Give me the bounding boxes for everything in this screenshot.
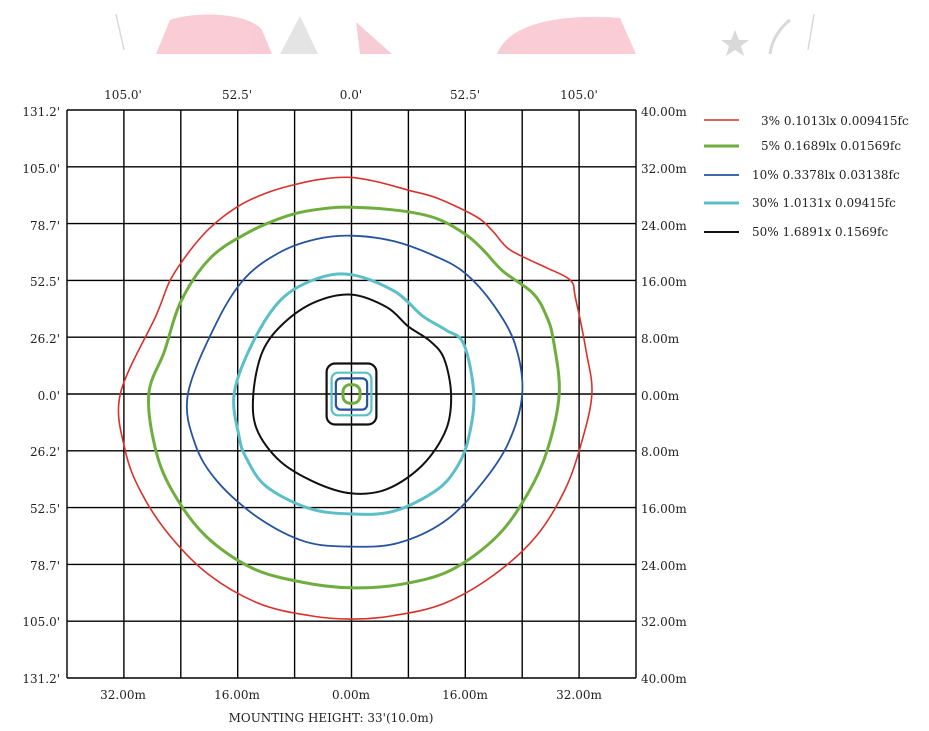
left-tick-label: 78.7': [30, 559, 60, 573]
center-contour-loop: [341, 383, 362, 405]
bottom-axis-labels: 32.00m 16.00m 0.00m 16.00m 32.00m MOUNTI…: [100, 688, 602, 725]
contour-line: [185, 234, 524, 548]
left-tick-label: 131.2': [22, 105, 60, 119]
contour-lines: [117, 176, 593, 620]
left-tick-label: 131.2': [22, 672, 60, 686]
top-tick-label: 0.0': [340, 88, 362, 102]
watermark-shape-right: [497, 16, 636, 54]
contour-line: [117, 176, 593, 620]
left-tick-label: 52.5': [30, 502, 60, 516]
top-tick-label: 105.0': [560, 88, 598, 102]
bottom-tick-label: 32.00m: [556, 688, 602, 702]
right-tick-label: 8.00m: [641, 445, 680, 459]
left-tick-label: 0.0': [38, 389, 60, 403]
left-tick-label: 52.5': [30, 275, 60, 289]
watermark-leaf-icon: [768, 18, 791, 55]
right-tick-label: 24.00m: [641, 559, 687, 573]
top-tick-label: 52.5': [222, 88, 252, 102]
left-tick-label: 105.0': [22, 615, 60, 629]
watermark: [115, 13, 815, 56]
center-contour-loop: [330, 371, 373, 417]
watermark-star-icon: [721, 30, 749, 56]
top-axis-labels: 105.0' 52.5' 0.0' 52.5' 105.0': [104, 88, 598, 102]
left-tick-label: 105.0': [22, 162, 60, 176]
right-tick-label: 40.00m: [641, 105, 687, 119]
watermark-shape-slash: [356, 22, 392, 54]
legend-label: 5% 0.1689lx 0.01569fc: [761, 139, 901, 153]
watermark-shape-mid: [280, 16, 318, 54]
center-contour-loop: [334, 377, 369, 411]
legend-label: 50% 1.6891x 0.1569fc: [752, 225, 888, 239]
bottom-tick-label: 16.00m: [442, 688, 488, 702]
right-tick-label: 24.00m: [641, 219, 687, 233]
legend: 3% 0.1013lx 0.009415fc 5% 0.1689lx 0.015…: [704, 114, 909, 239]
right-tick-label: 32.00m: [641, 615, 687, 629]
right-tick-label: 0.00m: [641, 389, 680, 403]
watermark-stroke-left: [115, 13, 125, 51]
right-tick-label: 16.00m: [641, 275, 687, 289]
left-axis-labels: 131.2' 105.0' 78.7' 52.5' 26.2' 0.0' 26.…: [22, 105, 60, 686]
right-axis-labels: 40.00m 32.00m 24.00m 16.00m 8.00m 0.00m …: [641, 105, 687, 686]
grid: [66, 109, 637, 679]
right-tick-label: 8.00m: [641, 332, 680, 346]
legend-label: 10% 0.3378lx 0.03138fc: [752, 168, 900, 182]
left-tick-label: 26.2': [30, 445, 60, 459]
left-tick-label: 78.7': [30, 219, 60, 233]
bottom-tick-label: 32.00m: [100, 688, 146, 702]
contour-line: [232, 272, 476, 516]
contour-line: [251, 293, 453, 495]
right-tick-label: 16.00m: [641, 502, 687, 516]
bottom-tick-label: 0.00m: [332, 688, 371, 702]
bottom-tick-label: 16.00m: [214, 688, 260, 702]
right-tick-label: 40.00m: [641, 672, 687, 686]
watermark-shape-left: [156, 14, 272, 55]
right-tick-label: 32.00m: [641, 162, 687, 176]
top-tick-label: 105.0': [104, 88, 142, 102]
contour-line: [147, 205, 561, 590]
x-axis-title: MOUNTING HEIGHT: 33'(10.0m): [229, 711, 434, 725]
top-tick-label: 52.5': [450, 88, 480, 102]
legend-label: 30% 1.0131x 0.09415fc: [752, 196, 896, 210]
center-contour-loop: [325, 362, 378, 426]
left-tick-label: 26.2': [30, 332, 60, 346]
watermark-stroke-right: [807, 13, 815, 51]
legend-label: 3% 0.1013lx 0.009415fc: [761, 114, 909, 128]
